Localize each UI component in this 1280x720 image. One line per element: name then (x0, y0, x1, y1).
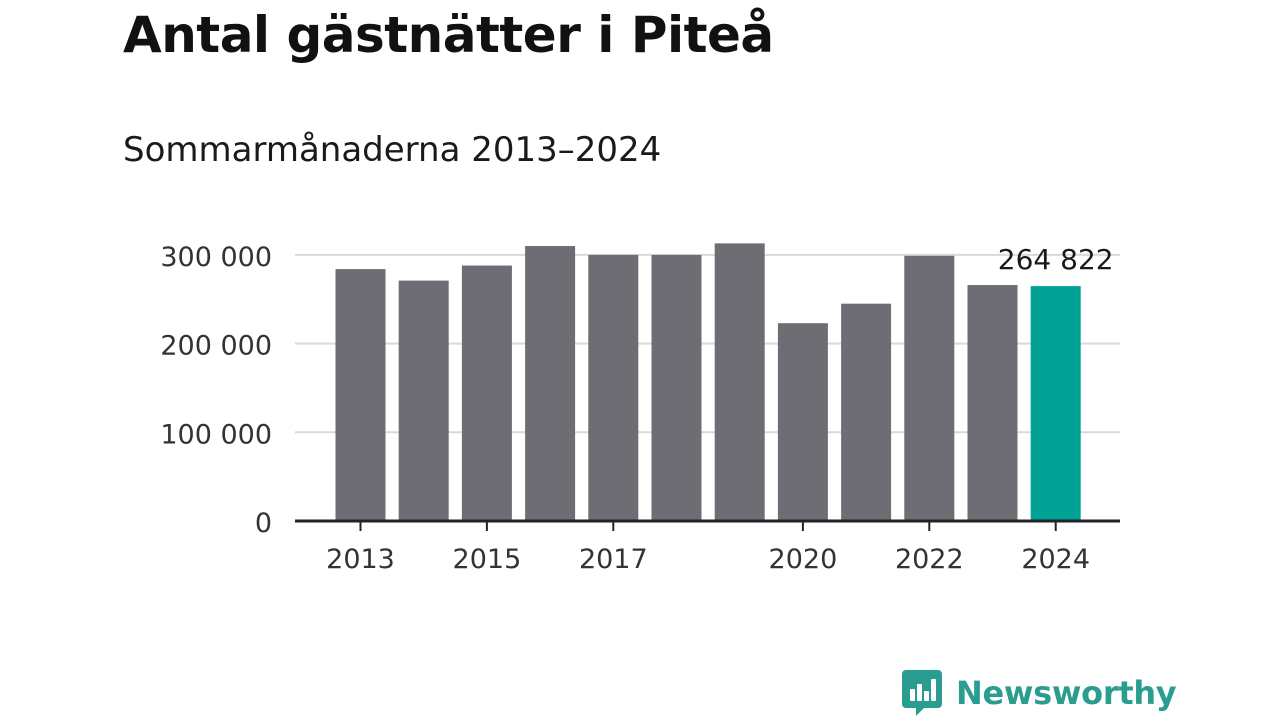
y-tick-label: 200 000 (160, 331, 272, 362)
bar-2014 (399, 281, 449, 521)
x-tick-label: 2020 (769, 544, 838, 575)
bar-2020 (778, 323, 828, 521)
y-tick-label: 100 000 (160, 419, 272, 450)
bar-2023 (968, 285, 1018, 521)
y-tick-label: 0 (255, 508, 272, 539)
bar-2017 (588, 255, 638, 521)
x-tick-label: 2024 (1021, 544, 1090, 575)
bar-2016 (525, 246, 575, 521)
bar-2019 (715, 243, 765, 521)
newsworthy-logo: Newsworthy (902, 670, 1176, 716)
bar-2015 (462, 266, 512, 521)
bar-2013 (336, 269, 386, 521)
bar-2021 (841, 304, 891, 521)
x-tick-label: 2017 (579, 544, 648, 575)
bar-2018 (652, 255, 702, 521)
newsworthy-logo-icon (902, 670, 942, 716)
x-tick-label: 2013 (326, 544, 395, 575)
newsworthy-logo-text: Newsworthy (956, 674, 1176, 712)
x-tick-label: 2015 (453, 544, 522, 575)
value-annotation: 264 822 (998, 243, 1114, 276)
bar-2022 (904, 256, 954, 521)
bar-chart: 0 100 000 200 000 300 000 264 822 2013 2015 201… (0, 0, 1280, 620)
y-tick-label: 300 000 (160, 242, 272, 273)
bar-2024 (1031, 286, 1081, 521)
x-tick-label: 2022 (895, 544, 964, 575)
